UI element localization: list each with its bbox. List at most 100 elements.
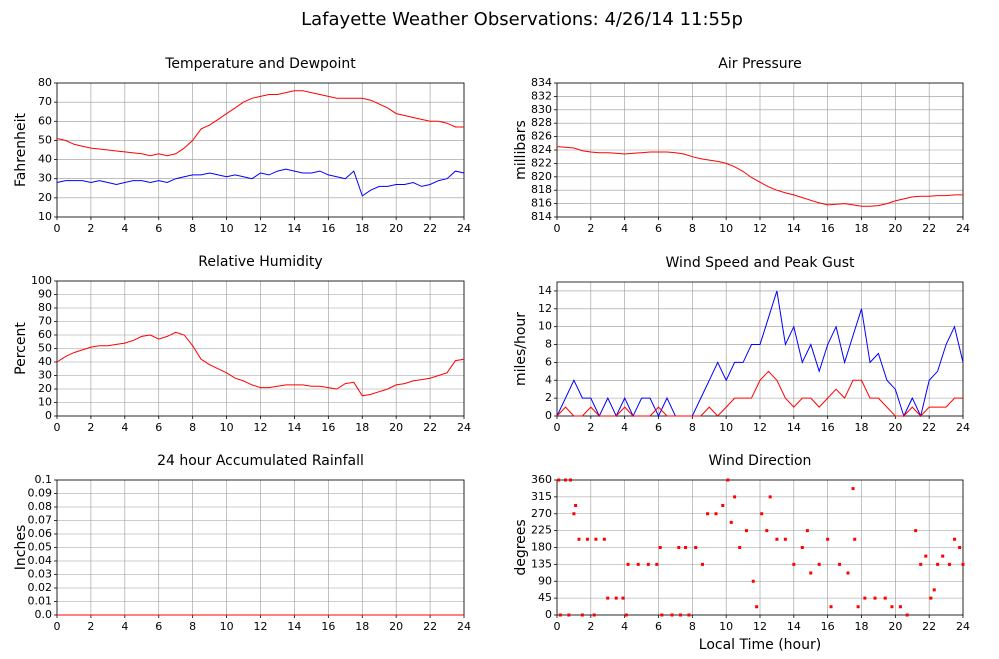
- y-tick-label: 0: [545, 608, 552, 621]
- data-point: [765, 529, 769, 533]
- x-tick-label: 8: [189, 222, 196, 235]
- data-point: [853, 537, 857, 541]
- x-tick-label: 12: [254, 620, 268, 633]
- data-line: [56, 331, 465, 397]
- data-point: [636, 562, 640, 566]
- y-tick-label: 30: [38, 172, 52, 185]
- x-tick-label: 16: [821, 421, 835, 434]
- x-tick-label: 10: [220, 421, 234, 434]
- y-tick-label: 0.06: [28, 527, 53, 540]
- y-tick-label: 50: [38, 133, 52, 146]
- x-tick-label: 22: [423, 620, 437, 633]
- data-point: [768, 495, 772, 499]
- chart-title: Wind Speed and Peak Gust: [666, 255, 855, 271]
- x-tick-label: 4: [121, 421, 128, 434]
- data-point: [751, 579, 755, 583]
- x-tick-label: 18: [855, 421, 869, 434]
- data-point: [932, 588, 936, 592]
- x-tick-label: 2: [87, 620, 94, 633]
- data-point: [606, 596, 610, 600]
- data-point: [947, 562, 951, 566]
- data-point: [941, 554, 945, 558]
- y-tick-label: 6: [545, 355, 552, 368]
- data-point: [660, 613, 664, 617]
- x-tick-label: 12: [254, 421, 268, 434]
- x-tick-label: 0: [54, 222, 61, 235]
- y-tick-label: 45: [538, 591, 552, 604]
- x-tick-label: 16: [321, 222, 335, 235]
- y-tick-label: 8: [545, 338, 552, 351]
- y-tick-label: 826: [531, 130, 552, 143]
- data-point: [890, 605, 894, 609]
- y-tick-label: 0.0: [35, 608, 53, 621]
- x-tick-label: 20: [389, 222, 403, 235]
- y-tick-label: 832: [531, 89, 552, 102]
- x-tick-label: 10: [220, 620, 234, 633]
- x-tick-label: 12: [753, 620, 767, 633]
- y-tick-label: 834: [531, 76, 552, 89]
- x-tick-label: 14: [287, 222, 301, 235]
- chart-title: Relative Humidity: [198, 254, 322, 270]
- plot-frame: [556, 281, 964, 417]
- x-tick-label: 18: [855, 620, 869, 633]
- y-tick-label: 0.02: [28, 581, 53, 594]
- y-tick-label: 14: [538, 284, 552, 297]
- y-tick-label: 90: [538, 574, 552, 587]
- y-tick-label: 20: [38, 382, 52, 395]
- data-point: [580, 613, 584, 617]
- y-tick-label: 830: [531, 103, 552, 116]
- data-point: [646, 562, 650, 566]
- data-point: [738, 546, 742, 549]
- data-point: [684, 546, 688, 549]
- x-tick-label: 6: [155, 421, 162, 434]
- data-point: [700, 562, 704, 566]
- data-point: [873, 596, 877, 600]
- y-tick-label: 10: [538, 320, 552, 333]
- data-point: [558, 613, 562, 617]
- x-tick-label: 8: [689, 620, 696, 633]
- x-tick-label: 12: [254, 222, 268, 235]
- data-point: [594, 537, 598, 541]
- data-point: [775, 537, 779, 541]
- y-tick-label: 100: [31, 274, 52, 287]
- data-point: [760, 512, 764, 516]
- x-tick-label: 18: [855, 222, 869, 235]
- data-point: [829, 605, 833, 609]
- x-tick-label: 2: [587, 620, 594, 633]
- x-tick-label: 6: [155, 620, 162, 633]
- data-point: [621, 596, 625, 600]
- data-point: [846, 571, 850, 575]
- data-point: [805, 529, 809, 533]
- x-tick-label: 8: [189, 421, 196, 434]
- data-point: [863, 596, 867, 600]
- x-tick-label: 22: [423, 222, 437, 235]
- data-point: [614, 596, 618, 600]
- x-tick-label: 12: [753, 421, 767, 434]
- data-point: [592, 613, 596, 617]
- data-point: [924, 554, 928, 558]
- data-point: [706, 512, 710, 516]
- data-point: [563, 478, 567, 482]
- y-tick-label: 360: [531, 473, 552, 486]
- x-tick-label: 0: [54, 620, 61, 633]
- x-tick-label: 2: [587, 421, 594, 434]
- data-point: [898, 605, 902, 609]
- y-axis-label: degrees: [513, 519, 529, 575]
- x-tick-label: 24: [457, 620, 471, 633]
- data-point: [800, 546, 804, 549]
- data-point: [919, 562, 923, 566]
- x-tick-label: 16: [821, 620, 835, 633]
- x-tick-label: 0: [554, 421, 561, 434]
- data-point: [574, 504, 578, 507]
- y-tick-label: 818: [531, 183, 552, 196]
- y-tick-label: 0: [45, 409, 52, 422]
- data-point: [569, 478, 573, 482]
- data-line: [56, 90, 464, 157]
- y-tick-label: 2: [545, 391, 552, 404]
- plot-frame: [556, 479, 964, 616]
- y-tick-label: 10: [38, 396, 52, 409]
- y-tick-label: 40: [38, 355, 52, 368]
- y-tick-label: 0.04: [28, 554, 53, 567]
- x-tick-label: 8: [689, 222, 696, 235]
- y-tick-label: 816: [531, 197, 552, 210]
